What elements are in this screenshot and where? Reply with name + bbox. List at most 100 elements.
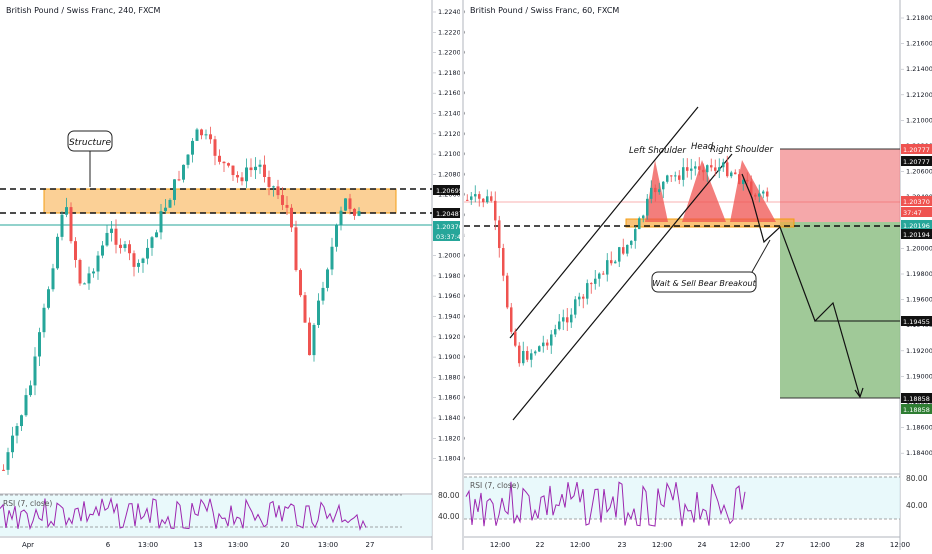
price-tag <box>433 221 463 231</box>
candle-body <box>658 189 661 193</box>
candle-body <box>65 207 68 215</box>
price-tick: 1.21400 <box>438 110 465 118</box>
candle-body <box>110 228 113 233</box>
price-tick: 1.19000 <box>906 372 932 380</box>
time-label: 12:00 <box>890 541 910 549</box>
price-tick: 1.19600 <box>438 292 465 300</box>
right-panel: 1.218001.216001.214001.212001.210001.208… <box>464 0 932 550</box>
price-tick: 1.21000 <box>438 150 465 158</box>
left-rsi-pane: RSI (7, close) 80.00 40.00 <box>0 491 460 536</box>
price-tick: 1.22400 <box>438 8 465 16</box>
candle-body <box>92 271 95 274</box>
candle-body <box>254 166 257 171</box>
candle-body <box>132 253 136 267</box>
price-tick: 1.21000 <box>906 116 932 124</box>
candle-body <box>550 334 553 346</box>
candle-body <box>538 346 541 352</box>
left-rsi-tick-80: 80.00 <box>438 491 460 500</box>
price-tick: 1.18200 <box>438 434 465 442</box>
candle-body <box>746 179 749 182</box>
candle-body <box>15 426 19 436</box>
candle-body <box>698 166 701 170</box>
channel-upper <box>509 106 699 339</box>
candle-body <box>466 199 469 201</box>
candle-body <box>29 385 32 396</box>
candle-body <box>141 258 145 263</box>
candle-body <box>582 296 585 299</box>
candle-body <box>312 324 316 356</box>
price-tag-text: 1.20196 <box>903 222 930 230</box>
price-tick: 1.19800 <box>906 270 932 278</box>
price-tick: 1.20000 <box>438 252 465 260</box>
candle-body <box>114 228 118 245</box>
time-label: 27 <box>776 541 785 549</box>
right-rsi-tick-40: 40.00 <box>906 501 928 510</box>
candle-body <box>339 210 343 226</box>
left-candles <box>2 126 361 475</box>
candle-body <box>344 198 347 211</box>
right-shoulder-label: Right Shoulder <box>710 145 773 155</box>
breakout-callout-text: Wait & Sell Bear Breakout <box>652 279 756 288</box>
price-tag-text: 1.20194 <box>903 231 930 239</box>
candle-body <box>213 139 217 156</box>
price-tag-text: 03:37:47 <box>436 233 465 241</box>
candle-body <box>119 244 122 249</box>
candle-body <box>164 207 167 212</box>
candle-body <box>646 198 649 216</box>
candle-body <box>168 199 172 208</box>
candle-body <box>281 195 284 205</box>
candle-body <box>694 166 697 169</box>
candle-body <box>155 232 158 238</box>
candle-body <box>276 186 280 196</box>
candle-body <box>610 260 613 264</box>
candle-body <box>222 161 226 164</box>
candle-body <box>554 329 557 335</box>
candle-body <box>209 134 212 140</box>
left-chart-title[interactable]: British Pound / Swiss Franc, 240, FXCM <box>6 6 161 15</box>
candle-body <box>326 269 329 288</box>
candle-body <box>654 187 657 193</box>
candle-body <box>754 194 757 197</box>
price-tick: 1.18040 <box>438 455 465 463</box>
candle-body <box>622 247 625 254</box>
right-shoulder-triangle <box>730 160 776 222</box>
candle-body <box>227 163 230 166</box>
candle-body <box>83 283 86 285</box>
candle-body <box>638 218 641 230</box>
time-label: 12:00 <box>810 541 830 549</box>
candle-body <box>128 244 131 254</box>
left-time-axis: Apr 6 13:00 13 13:00 20 13:00 27 <box>22 541 375 549</box>
candle-body <box>650 187 653 199</box>
time-label: 12:00 <box>730 541 750 549</box>
candle-body <box>236 175 239 178</box>
candle-body <box>182 164 185 180</box>
projection-path <box>741 173 861 398</box>
candle-body <box>267 176 271 187</box>
channel-lower <box>512 153 733 421</box>
candle-body <box>240 177 244 182</box>
candle-body <box>186 154 190 165</box>
candle-body <box>506 275 509 308</box>
candle-body <box>686 167 689 171</box>
price-tag <box>901 156 932 166</box>
candle-body <box>634 229 637 241</box>
candle-body <box>47 289 50 308</box>
price-tick: 1.19200 <box>906 347 932 355</box>
candle-body <box>734 172 737 175</box>
right-chart-title[interactable]: British Pound / Swiss Franc, 60, FXCM <box>470 6 619 15</box>
candle-body <box>478 194 481 199</box>
candle-body <box>762 191 765 194</box>
stop-loss-zone <box>780 149 900 222</box>
candle-body <box>330 246 334 270</box>
candle-body <box>38 332 41 357</box>
candle-body <box>522 350 525 364</box>
price-tag-text: 1.20487 <box>436 210 463 218</box>
candle-body <box>51 268 55 290</box>
time-label: 12:00 <box>570 541 590 549</box>
candle-body <box>682 167 685 180</box>
time-label: Apr <box>22 541 34 549</box>
candle-body <box>618 247 621 262</box>
price-tick: 1.21400 <box>906 65 932 73</box>
price-tag-text: 1.20370 <box>903 198 930 206</box>
